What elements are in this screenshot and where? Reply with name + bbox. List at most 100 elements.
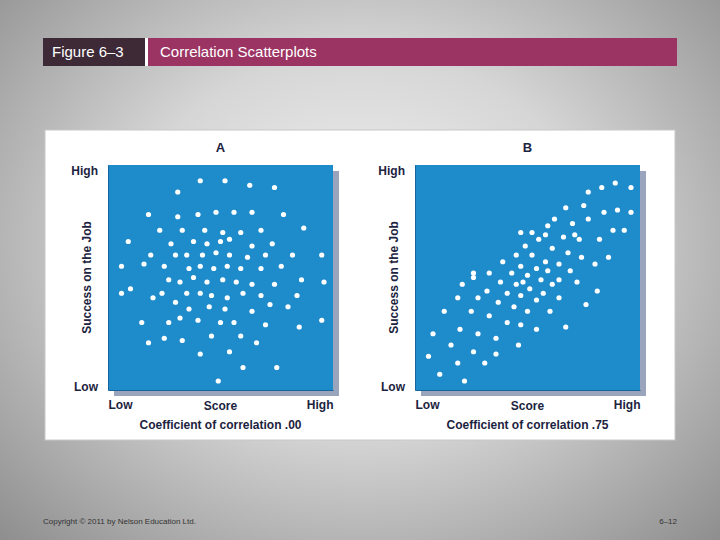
point bbox=[245, 255, 250, 260]
point bbox=[227, 349, 232, 354]
point bbox=[556, 277, 561, 282]
point bbox=[493, 336, 498, 341]
scatter-chart: LowHighLowHighAScoreSuccess on the JobCo… bbox=[71, 140, 339, 432]
point bbox=[534, 266, 539, 271]
point bbox=[204, 279, 209, 284]
point bbox=[166, 277, 171, 282]
point bbox=[484, 288, 489, 293]
point bbox=[220, 230, 225, 235]
point bbox=[263, 252, 268, 257]
point bbox=[198, 291, 203, 296]
point bbox=[168, 241, 173, 246]
point bbox=[249, 282, 254, 287]
y-tick-label: Low bbox=[74, 380, 99, 394]
point bbox=[577, 237, 582, 242]
point bbox=[442, 309, 447, 314]
point bbox=[213, 210, 218, 215]
x-tick-label: High bbox=[307, 398, 334, 412]
point bbox=[301, 225, 306, 230]
point bbox=[195, 212, 200, 217]
point bbox=[455, 360, 460, 365]
point bbox=[141, 261, 146, 266]
point bbox=[290, 252, 295, 257]
point bbox=[574, 279, 579, 284]
point bbox=[471, 275, 476, 280]
point bbox=[254, 340, 259, 345]
point bbox=[597, 237, 602, 242]
point bbox=[482, 360, 487, 365]
point bbox=[279, 264, 284, 269]
page-number: 6–12 bbox=[659, 517, 677, 526]
point bbox=[500, 259, 505, 264]
point bbox=[240, 365, 245, 370]
point bbox=[231, 210, 236, 215]
x-tick: Low bbox=[416, 390, 441, 412]
point bbox=[321, 279, 326, 284]
y-axis-line bbox=[415, 166, 416, 391]
point bbox=[511, 304, 516, 309]
x-axis-line bbox=[416, 390, 641, 391]
point bbox=[128, 286, 133, 291]
x-axis-line bbox=[109, 390, 334, 391]
point bbox=[191, 275, 196, 280]
point bbox=[437, 372, 442, 377]
point bbox=[525, 309, 530, 314]
point bbox=[319, 252, 324, 257]
point bbox=[518, 230, 523, 235]
point bbox=[460, 282, 465, 287]
point bbox=[285, 304, 290, 309]
point bbox=[471, 270, 476, 275]
point bbox=[622, 228, 627, 233]
point bbox=[545, 268, 550, 273]
point bbox=[538, 277, 543, 282]
point bbox=[457, 327, 462, 332]
y-axis-title: Success on the Job bbox=[387, 221, 401, 334]
point bbox=[139, 320, 144, 325]
point bbox=[213, 250, 218, 255]
point bbox=[599, 185, 604, 190]
point bbox=[518, 293, 523, 298]
point bbox=[227, 252, 232, 257]
point bbox=[216, 378, 221, 383]
point bbox=[496, 300, 501, 305]
point bbox=[175, 189, 180, 194]
point bbox=[162, 264, 167, 269]
y-axis-title: Success on the Job bbox=[80, 221, 94, 334]
point bbox=[240, 291, 245, 296]
point bbox=[514, 282, 519, 287]
point bbox=[238, 266, 243, 271]
point bbox=[469, 309, 474, 314]
point bbox=[462, 378, 467, 383]
point bbox=[267, 302, 272, 307]
point bbox=[527, 286, 532, 291]
point bbox=[529, 252, 534, 257]
point bbox=[525, 273, 530, 278]
plot-area bbox=[415, 165, 640, 390]
point bbox=[126, 239, 131, 244]
point bbox=[572, 232, 577, 237]
point bbox=[258, 228, 263, 233]
chart-title: B bbox=[523, 140, 532, 155]
x-axis-title: Score bbox=[511, 399, 545, 413]
point bbox=[523, 243, 528, 248]
point bbox=[592, 261, 597, 266]
point bbox=[536, 237, 541, 242]
point bbox=[613, 180, 618, 185]
point bbox=[220, 277, 225, 282]
point bbox=[505, 320, 510, 325]
point bbox=[581, 203, 586, 208]
point bbox=[225, 264, 230, 269]
point bbox=[272, 282, 277, 287]
x-tick: High bbox=[307, 390, 334, 412]
point bbox=[204, 241, 209, 246]
slide: Figure 6–3Correlation ScatterplotsLowHig… bbox=[0, 0, 720, 540]
point bbox=[547, 309, 552, 314]
x-axis-title: Score bbox=[204, 399, 238, 413]
point bbox=[198, 178, 203, 183]
point bbox=[586, 189, 591, 194]
point bbox=[186, 306, 191, 311]
x-tick: High bbox=[614, 390, 641, 412]
point bbox=[249, 243, 254, 248]
points bbox=[426, 180, 634, 383]
point bbox=[561, 234, 566, 239]
